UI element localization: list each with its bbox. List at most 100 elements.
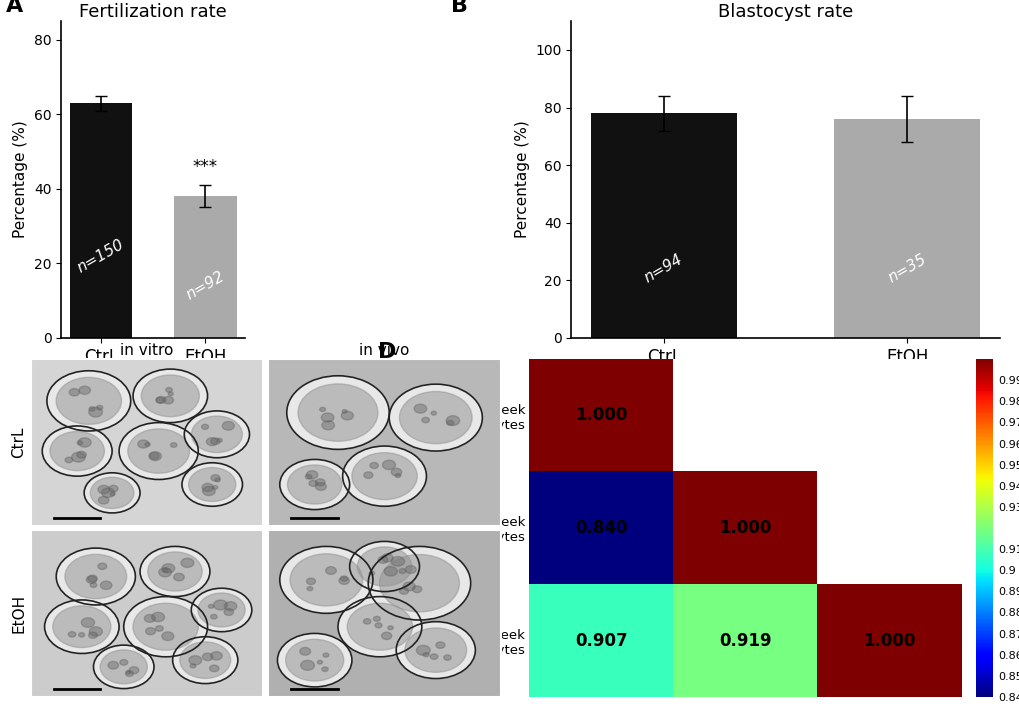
Circle shape: [211, 438, 220, 444]
Circle shape: [352, 453, 417, 500]
Circle shape: [341, 411, 353, 420]
Circle shape: [321, 421, 334, 430]
Circle shape: [405, 628, 467, 672]
Circle shape: [88, 575, 97, 582]
Circle shape: [381, 632, 391, 639]
Circle shape: [155, 626, 163, 631]
Circle shape: [298, 384, 378, 441]
Circle shape: [166, 387, 172, 392]
Circle shape: [172, 636, 237, 684]
Circle shape: [317, 660, 322, 664]
Circle shape: [50, 432, 104, 470]
Circle shape: [125, 671, 133, 677]
Circle shape: [323, 653, 328, 658]
Circle shape: [338, 577, 350, 584]
Circle shape: [382, 460, 395, 470]
Circle shape: [391, 468, 401, 476]
Circle shape: [445, 416, 460, 425]
Circle shape: [162, 632, 174, 641]
Circle shape: [98, 563, 107, 570]
Circle shape: [416, 646, 430, 655]
Circle shape: [162, 564, 174, 573]
Y-axis label: CtrL: CtrL: [11, 427, 26, 458]
Circle shape: [179, 642, 230, 679]
Circle shape: [108, 661, 118, 669]
Circle shape: [100, 650, 147, 684]
Circle shape: [145, 442, 150, 446]
Circle shape: [71, 452, 86, 462]
Circle shape: [109, 485, 118, 492]
Circle shape: [168, 392, 173, 396]
Circle shape: [76, 451, 87, 458]
Circle shape: [389, 384, 482, 451]
Circle shape: [405, 565, 416, 574]
Circle shape: [394, 474, 400, 477]
Title: Blastocyst rate: Blastocyst rate: [717, 3, 852, 21]
Text: D: D: [377, 342, 395, 362]
Text: ***: ***: [193, 158, 218, 176]
Circle shape: [78, 386, 91, 394]
Circle shape: [85, 473, 140, 513]
Circle shape: [162, 568, 168, 572]
Circle shape: [141, 375, 199, 417]
Circle shape: [395, 622, 475, 679]
Text: 0.907: 0.907: [575, 631, 627, 650]
Circle shape: [287, 465, 341, 504]
Circle shape: [132, 369, 208, 422]
Circle shape: [189, 655, 202, 665]
Circle shape: [145, 615, 155, 622]
Circle shape: [140, 546, 210, 596]
Bar: [174, 196, 236, 338]
Circle shape: [89, 407, 95, 411]
Circle shape: [422, 417, 429, 423]
Circle shape: [211, 474, 220, 482]
Circle shape: [387, 626, 393, 630]
Circle shape: [286, 376, 389, 449]
Circle shape: [446, 420, 453, 425]
Circle shape: [82, 618, 95, 627]
Circle shape: [202, 425, 208, 429]
Circle shape: [414, 404, 426, 413]
Circle shape: [322, 667, 328, 672]
Y-axis label: EtOH: EtOH: [11, 593, 26, 633]
Circle shape: [180, 558, 194, 567]
Circle shape: [156, 397, 164, 403]
Circle shape: [148, 552, 202, 591]
Circle shape: [357, 547, 412, 586]
Circle shape: [173, 573, 184, 581]
Circle shape: [146, 628, 155, 635]
Circle shape: [120, 660, 127, 665]
Circle shape: [149, 453, 159, 460]
Text: 0.919: 0.919: [718, 631, 771, 650]
Circle shape: [98, 496, 109, 504]
Circle shape: [100, 581, 112, 589]
Title: in vivo: in vivo: [359, 343, 410, 358]
Circle shape: [192, 589, 252, 631]
Circle shape: [277, 634, 352, 687]
Circle shape: [321, 413, 333, 422]
Circle shape: [378, 556, 387, 563]
Circle shape: [215, 478, 220, 482]
Circle shape: [78, 633, 85, 637]
Circle shape: [285, 639, 343, 681]
Circle shape: [224, 602, 236, 610]
Circle shape: [212, 486, 218, 489]
Circle shape: [129, 667, 139, 674]
Circle shape: [217, 439, 222, 442]
Circle shape: [431, 411, 436, 415]
Circle shape: [69, 389, 79, 396]
Circle shape: [152, 612, 164, 622]
Circle shape: [423, 653, 429, 657]
Circle shape: [289, 554, 363, 606]
Text: 1.000: 1.000: [718, 519, 771, 537]
Circle shape: [90, 583, 97, 588]
Circle shape: [181, 463, 243, 506]
Circle shape: [306, 578, 315, 584]
Circle shape: [346, 603, 413, 650]
Circle shape: [325, 567, 336, 574]
Circle shape: [368, 546, 470, 620]
Circle shape: [190, 664, 196, 668]
Circle shape: [91, 477, 133, 508]
Text: n=150: n=150: [74, 237, 127, 275]
Circle shape: [97, 406, 103, 410]
